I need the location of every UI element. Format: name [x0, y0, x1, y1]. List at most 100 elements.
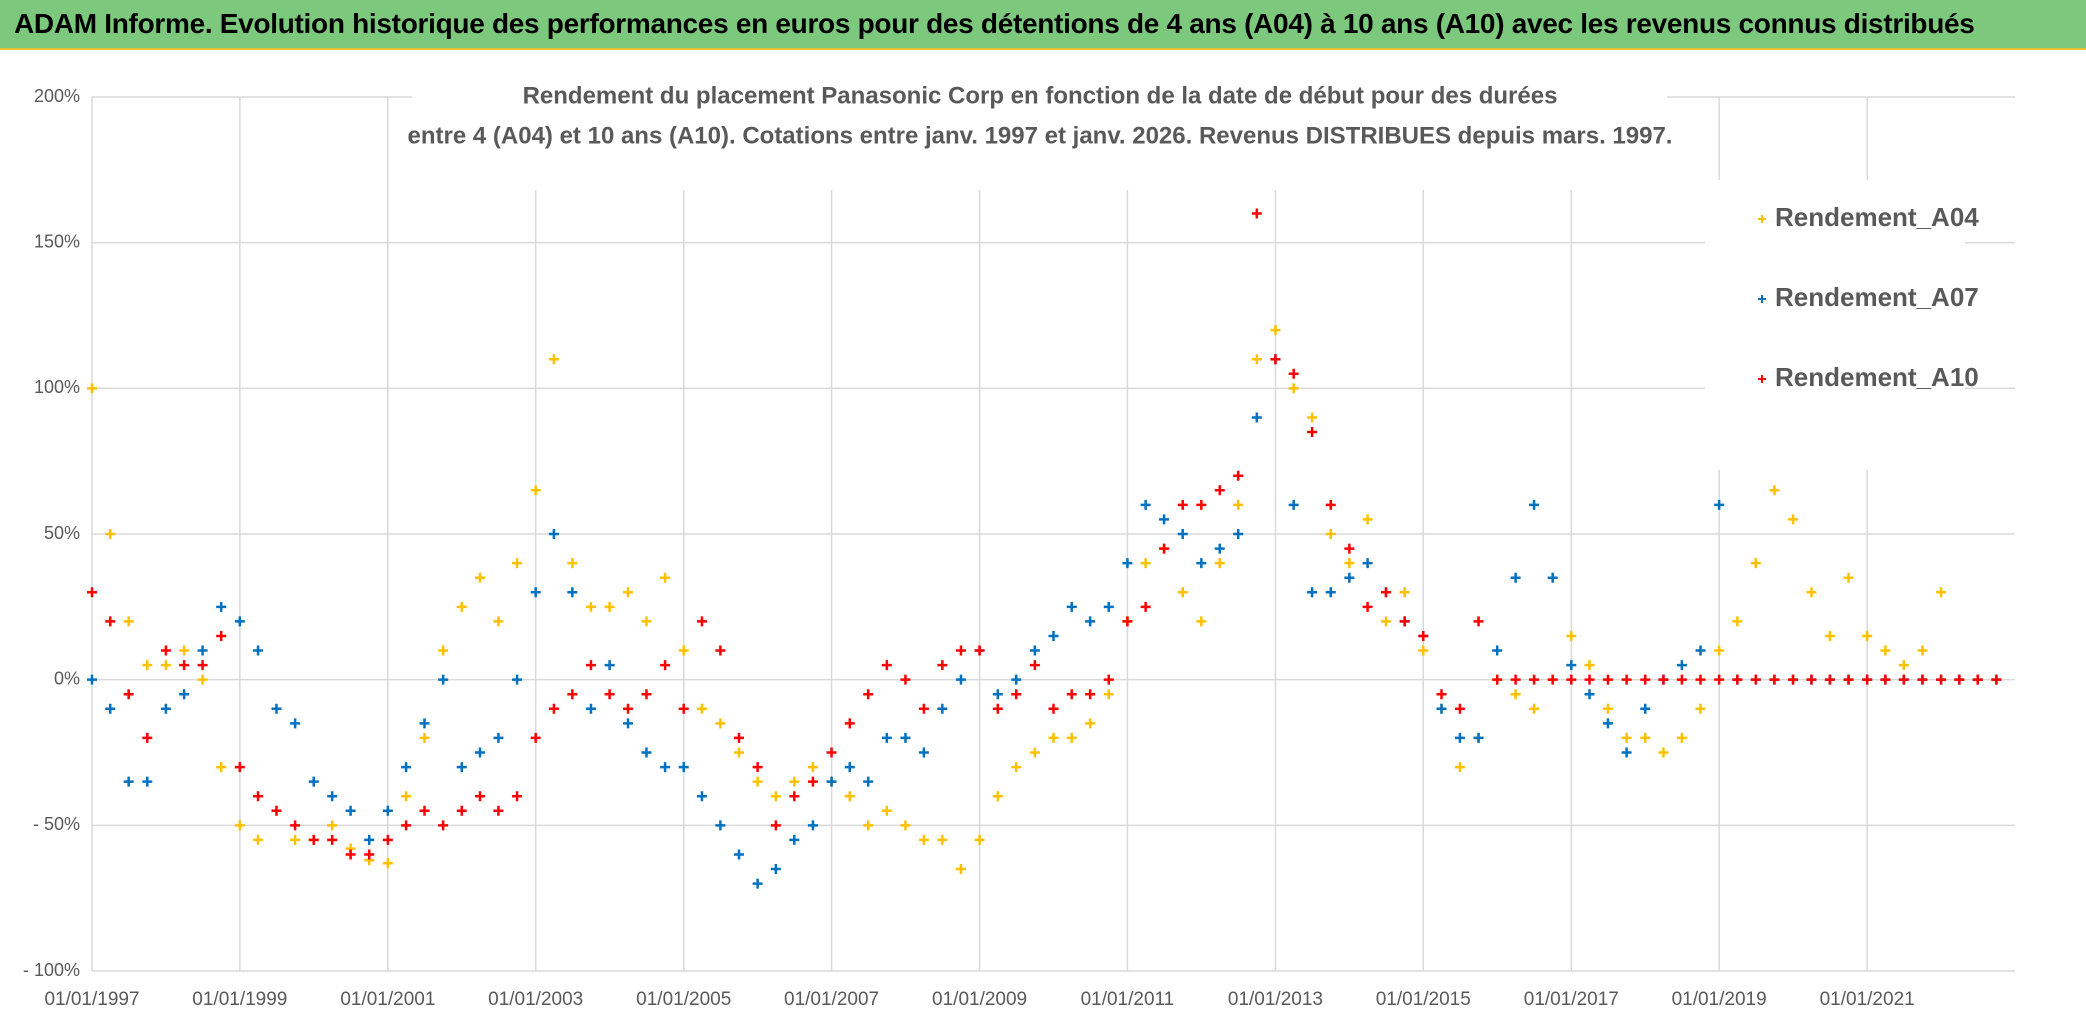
point [197, 645, 208, 656]
title-box [412, 78, 1667, 190]
x-tick-label: 01/01/2011 [1081, 989, 1175, 1010]
point [1288, 368, 1299, 379]
point [234, 762, 245, 773]
point [382, 858, 393, 869]
point [1214, 485, 1225, 496]
point [1381, 616, 1392, 627]
point [1824, 674, 1835, 685]
point [1103, 674, 1114, 685]
point [512, 674, 523, 685]
x-tick-label: 01/01/2013 [1228, 989, 1323, 1010]
point [678, 703, 689, 714]
point [1344, 572, 1355, 583]
point [678, 645, 689, 656]
point [881, 805, 892, 816]
point [1029, 747, 1040, 758]
point [1454, 762, 1465, 773]
point [548, 529, 559, 539]
point [1880, 674, 1891, 685]
point [1566, 660, 1577, 671]
point [308, 776, 319, 787]
point [1750, 674, 1761, 685]
point [1085, 718, 1096, 729]
point [456, 805, 467, 816]
point [1880, 645, 1891, 656]
point [401, 791, 412, 802]
point [1103, 689, 1114, 700]
point [937, 660, 948, 671]
point [123, 776, 134, 787]
point [1325, 529, 1336, 539]
point [1233, 470, 1244, 481]
point [308, 834, 319, 845]
point [1602, 703, 1613, 714]
point [1159, 543, 1170, 554]
point [715, 718, 726, 729]
chart-title: Rendement du placement Panasonic Corp en… [523, 82, 1558, 109]
point [475, 747, 486, 758]
point [1806, 674, 1817, 685]
point [1917, 674, 1928, 685]
point [1510, 674, 1521, 685]
x-tick-label: 01/01/1997 [44, 989, 139, 1010]
point [1676, 660, 1687, 671]
point [1621, 747, 1632, 758]
point [1048, 630, 1059, 641]
point [1529, 674, 1540, 685]
point [734, 732, 745, 743]
point [604, 601, 615, 612]
point [1769, 485, 1780, 496]
point [863, 820, 874, 831]
point [1621, 674, 1632, 685]
point [900, 732, 911, 743]
point [1251, 354, 1262, 365]
grid: - 100% - 50% 0% 50% 100% 150% 200% 01/01/1997 01… [23, 86, 2015, 1010]
point [1251, 412, 1262, 423]
point [345, 805, 356, 816]
point [863, 776, 874, 787]
page-title: ADAM Informe. Evolution historique des p… [14, 8, 1975, 39]
point [327, 834, 338, 845]
point [456, 601, 467, 612]
point [1307, 427, 1318, 438]
point [493, 616, 504, 627]
point [1196, 499, 1207, 510]
point [419, 732, 430, 743]
point [1769, 674, 1780, 685]
point [955, 864, 966, 875]
point [1492, 674, 1503, 685]
point [1898, 674, 1909, 685]
point [734, 747, 745, 758]
point [1676, 674, 1687, 685]
point [1066, 732, 1077, 743]
point [160, 703, 171, 714]
point [1547, 572, 1558, 583]
legend-marker [1758, 295, 1766, 303]
point [530, 732, 541, 743]
points [87, 208, 2002, 889]
point [1140, 558, 1151, 569]
point [1362, 558, 1373, 569]
point [974, 834, 985, 845]
point [1011, 762, 1022, 773]
point [1695, 645, 1706, 656]
point [1177, 499, 1188, 510]
point [530, 587, 541, 598]
point [1344, 543, 1355, 554]
point [345, 849, 356, 860]
point [752, 776, 763, 787]
legend-label: Rendement_A10 [1775, 362, 1979, 392]
point [826, 747, 837, 758]
point [696, 703, 707, 714]
point [290, 718, 301, 729]
point [1122, 558, 1133, 569]
point [1547, 674, 1558, 685]
point [918, 703, 929, 714]
point [512, 558, 523, 569]
legend-marker [1758, 215, 1766, 223]
point [1584, 689, 1595, 700]
point [1602, 674, 1613, 685]
point [216, 630, 227, 641]
point [1085, 689, 1096, 700]
